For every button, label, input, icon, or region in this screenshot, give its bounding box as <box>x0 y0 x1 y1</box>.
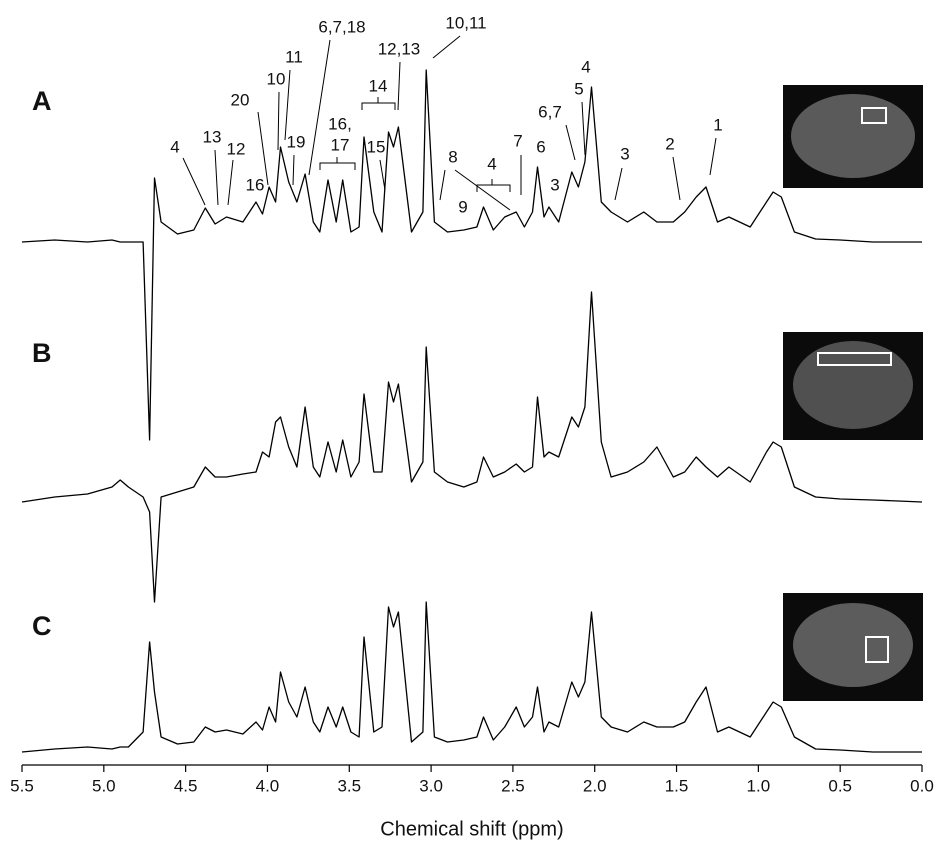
spectrum-line <box>21 69 922 441</box>
peak-label: 8 <box>448 147 457 166</box>
peak-label: 7 <box>513 131 522 150</box>
x-axis-label: Chemical shift (ppm) <box>380 818 563 840</box>
x-tick-label: 2.0 <box>583 776 607 795</box>
peak-label: 3 <box>550 175 559 194</box>
annotations: 4 13 12 16 20 10 11 19 6,7,18 16, 17 14 … <box>170 13 722 216</box>
x-tick-label: 0.5 <box>828 776 852 795</box>
x-tick-label: 1.5 <box>665 776 689 795</box>
x-tick-label: 4.5 <box>174 776 198 795</box>
peak-label: 9 <box>458 197 467 216</box>
peak-label: 12,13 <box>378 39 421 58</box>
brain <box>793 341 913 429</box>
x-tick-label: 1.0 <box>747 776 771 795</box>
peak-label: 2 <box>665 134 674 153</box>
peak-label: 10,11 <box>445 13 486 32</box>
leader-line <box>182 35 717 211</box>
voxel <box>861 107 887 124</box>
peak-label: 15 <box>367 137 386 156</box>
panel-label: C <box>32 611 52 641</box>
spectrum-line <box>21 601 922 753</box>
peak-label: 11 <box>285 47 303 66</box>
panel-label: A <box>32 86 52 116</box>
peak-label: 3 <box>620 144 629 163</box>
peak-label: 6 <box>536 137 545 156</box>
peak-label: 4 <box>581 57 590 76</box>
peak-label: 19 <box>287 132 306 151</box>
peak-label: 4 <box>170 137 179 156</box>
brain <box>791 94 915 178</box>
peak-label: 6,7,18 <box>318 17 365 36</box>
x-tick-label: 3.0 <box>419 776 443 795</box>
peak-label: 20 <box>231 90 250 109</box>
voxel <box>865 636 889 663</box>
x-tick-label: 3.5 <box>337 776 361 795</box>
peak-label: 13 <box>203 127 222 146</box>
x-tick-label: 2.5 <box>501 776 525 795</box>
peak-label: 17 <box>331 135 350 154</box>
peak-label: 10 <box>267 69 286 88</box>
panel-label: B <box>32 338 52 368</box>
x-tick-label: 0.0 <box>910 776 934 795</box>
peak-label: 6,7 <box>538 102 562 121</box>
peak-label: 16 <box>246 175 265 194</box>
peak-label: 16, <box>328 114 352 133</box>
peak-label: 1 <box>713 115 722 134</box>
peak-label: 12 <box>227 139 246 158</box>
peak-label: 14 <box>369 76 388 95</box>
voxel <box>817 352 892 366</box>
spectrum-line <box>21 291 923 603</box>
peak-label: 4 <box>487 154 496 173</box>
leader-lines <box>182 35 717 211</box>
insets <box>783 85 923 701</box>
x-tick-label: 5.5 <box>10 776 34 795</box>
x-tick-label: 4.0 <box>256 776 280 795</box>
x-tick-label: 5.0 <box>92 776 116 795</box>
brain <box>793 603 913 687</box>
peak-label: 5 <box>574 79 583 98</box>
